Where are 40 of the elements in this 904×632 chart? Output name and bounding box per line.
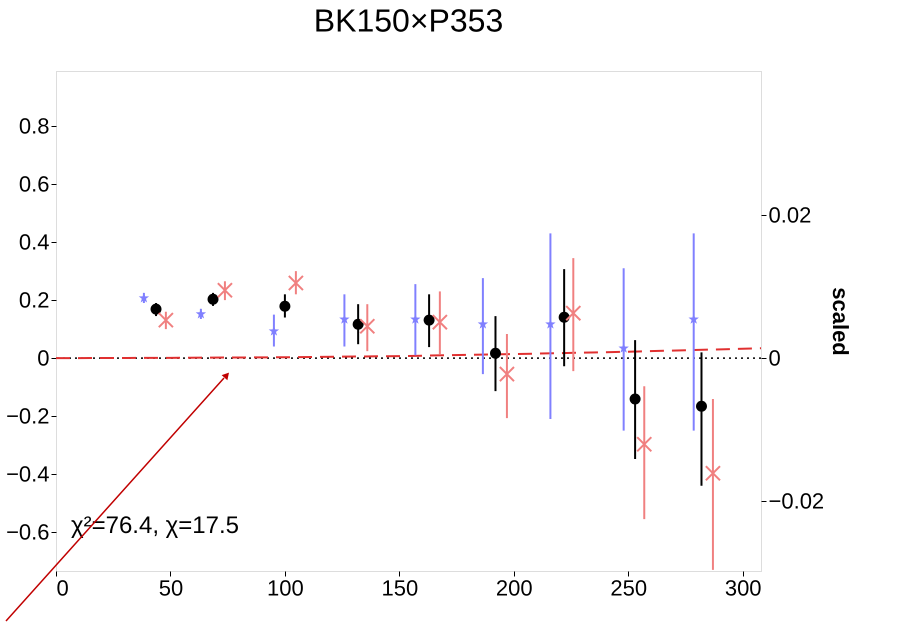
- point: [490, 348, 501, 359]
- x-tick-label: 150: [381, 576, 418, 600]
- y-tick-label: 0.8: [18, 114, 50, 139]
- y-tick-label: 0: [37, 346, 50, 371]
- y-tick-label: −0.4: [6, 462, 50, 487]
- y2-tick-label: −0.02: [768, 488, 824, 514]
- y2-tick-label: 0.02: [768, 202, 812, 228]
- point: [288, 274, 304, 292]
- y2-tick-label: 0: [768, 345, 781, 370]
- point: [636, 436, 652, 452]
- point: [704, 465, 722, 482]
- y-tick-label: 0.4: [18, 230, 50, 255]
- y-tick-label: 0.6: [18, 172, 50, 197]
- point: [196, 308, 206, 318]
- y-tick-label: −0.2: [6, 404, 50, 429]
- point: [352, 318, 364, 330]
- point: [424, 314, 435, 326]
- x-tick-label: 100: [267, 576, 304, 600]
- point: [208, 294, 218, 305]
- point: [630, 394, 641, 404]
- point: [359, 318, 376, 334]
- point: [216, 282, 233, 298]
- point: [696, 400, 707, 412]
- chart-title: BK150×P353: [314, 2, 504, 38]
- point: [558, 312, 570, 323]
- point: [498, 366, 515, 382]
- point: [138, 292, 150, 303]
- x-tick-label: 300: [724, 576, 762, 600]
- x-tick-label: 50: [158, 576, 184, 600]
- x-tick-label: 0: [56, 576, 69, 600]
- y-tick-label: −0.6: [6, 520, 50, 545]
- point: [150, 304, 162, 315]
- x-tick-label: 200: [496, 576, 533, 600]
- y2-axis-title: scaled: [828, 287, 854, 356]
- point: [432, 314, 448, 330]
- point: [565, 305, 582, 322]
- x-tick-label: 250: [610, 576, 648, 600]
- point: [158, 312, 174, 328]
- point: [279, 300, 290, 312]
- y-tick-label: 0.2: [18, 288, 50, 313]
